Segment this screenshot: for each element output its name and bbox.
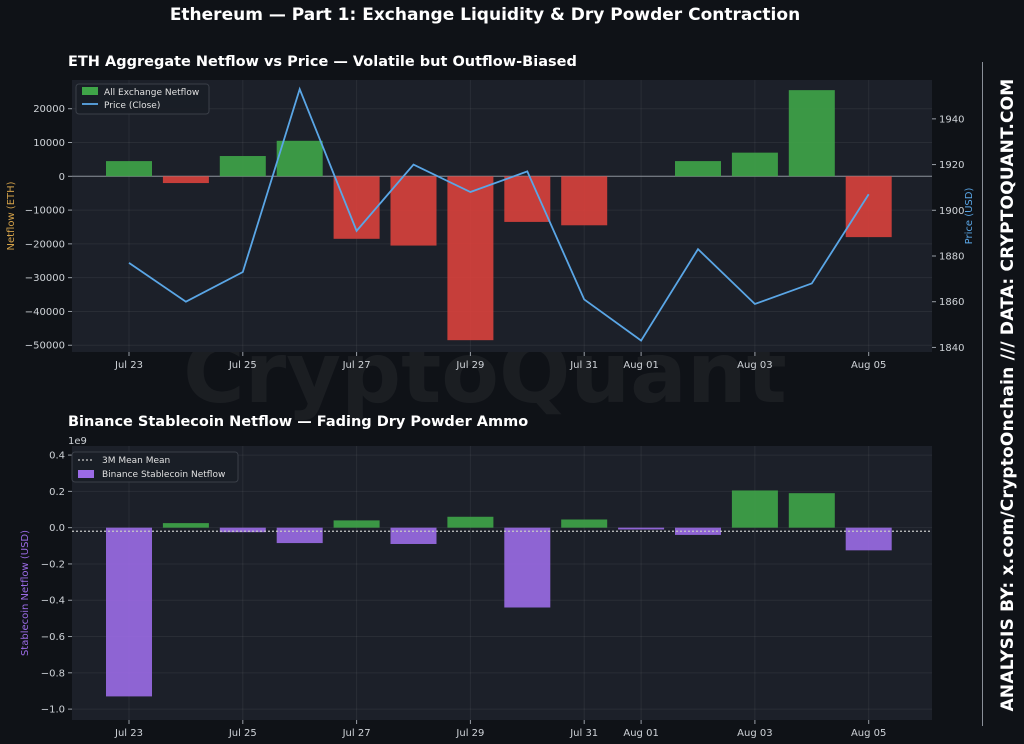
netflow-bar <box>675 161 721 177</box>
stablecoin-bar <box>845 527 892 551</box>
legend-label-price: Price (Close) <box>104 101 160 111</box>
panel-title-stablecoin: Binance Stablecoin Netflow — Fading Dry … <box>68 414 528 430</box>
stablecoin-bar <box>219 527 266 533</box>
stablecoin-bar <box>162 523 209 528</box>
x-tick-label: Aug 01 <box>623 360 658 371</box>
netflow-bar <box>731 152 778 177</box>
legend-label-mean: 3M Mean Mean <box>102 456 170 466</box>
x-tick-label: Jul 29 <box>455 360 484 371</box>
legend-box <box>71 451 239 483</box>
legend-label-netflow: All Exchange Netflow <box>104 88 199 98</box>
y-tick-label: −30000 <box>25 273 65 284</box>
x-tick-label: Jul 31 <box>569 360 598 371</box>
y-tick-label: −10000 <box>25 206 65 217</box>
x-tick-label: Aug 05 <box>851 360 886 371</box>
stablecoin-bar <box>447 516 494 528</box>
y-tick-label: −50000 <box>25 341 65 352</box>
stablecoin-bar <box>276 527 323 544</box>
netflow-bar <box>845 176 892 238</box>
sidebar-attribution: ANALYSIS BY: x.com/CryptoOnchain /// DAT… <box>998 78 1018 712</box>
y-tick-label: −0.6 <box>41 632 65 643</box>
y-right-tick-label: 1880 <box>939 252 964 263</box>
x-tick-label: Jul 27 <box>342 360 371 371</box>
stablecoin-bar <box>788 493 835 528</box>
legend-swatch-netflow <box>82 87 98 95</box>
x-tick-label: Aug 03 <box>737 360 772 371</box>
netflow-bar <box>390 176 437 246</box>
stablecoin-bar <box>731 490 778 528</box>
y-right-tick-label: 1940 <box>939 114 964 125</box>
y-right-tick-label: 1900 <box>939 206 964 217</box>
x-tick-label: Jul 29 <box>455 728 484 739</box>
y-tick-label: 0.4 <box>49 451 65 462</box>
y-tick-label: 0.2 <box>49 487 65 498</box>
y-tick-label: 0 <box>59 172 65 183</box>
legend-label-stablecoin: Binance Stablecoin Netflow <box>102 470 225 480</box>
y-tick-label: 20000 <box>33 104 65 115</box>
netflow-bar <box>162 176 209 184</box>
stablecoin-bar <box>333 520 380 528</box>
sidebar-divider <box>982 62 983 726</box>
netflow-bar <box>106 161 152 177</box>
stablecoin-bar <box>561 519 608 528</box>
y-tick-label: −1.0 <box>41 705 65 716</box>
y-axis-label-stablecoin: Stablecoin Netflow (USD) <box>20 530 31 656</box>
price-line <box>128 86 870 342</box>
legend-box <box>75 83 210 115</box>
y-right-tick-label: 1920 <box>939 160 964 171</box>
x-tick-label: Jul 23 <box>114 360 143 371</box>
stablecoin-bar <box>618 527 665 530</box>
netflow-bar <box>219 156 266 177</box>
y-tick-label: −20000 <box>25 239 65 250</box>
y-right-tick-label: 1840 <box>939 343 964 354</box>
netflow-bar <box>447 176 494 341</box>
panel-title-netflow: ETH Aggregate Netflow vs Price — Volatil… <box>68 54 577 70</box>
x-tick-label: Jul 31 <box>569 728 598 739</box>
x-tick-label: Jul 27 <box>342 728 371 739</box>
x-tick-label: Jul 23 <box>114 728 143 739</box>
netflow-bar <box>333 176 380 239</box>
y-tick-label: 0.0 <box>49 523 65 534</box>
y-tick-label: −40000 <box>25 307 65 318</box>
y-axis-label-price: Price (USD) <box>964 188 975 245</box>
netflow-bar <box>504 176 551 222</box>
stablecoin-bar <box>504 527 551 608</box>
y-tick-label: −0.4 <box>41 596 65 607</box>
y-tick-label: −0.8 <box>41 668 65 679</box>
y-right-tick-label: 1860 <box>939 297 964 308</box>
legend-stablecoin: 3M Mean Mean Binance Stablecoin Netflow <box>71 451 239 483</box>
figure-title: Ethereum — Part 1: Exchange Liquidity & … <box>170 5 800 25</box>
plot-area-stablecoin <box>72 446 932 720</box>
x-tick-label: Aug 05 <box>851 728 886 739</box>
netflow-bar <box>276 140 323 177</box>
y-axis-label-netflow: Netflow (ETH) <box>6 181 17 250</box>
stablecoin-bar <box>390 527 437 544</box>
legend-netflow: All Exchange Netflow Price (Close) <box>75 83 210 115</box>
netflow-bar <box>788 90 835 177</box>
legend-swatch-stablecoin <box>78 470 94 478</box>
y-tick-label: −0.2 <box>41 559 65 570</box>
x-tick-label: Aug 03 <box>737 728 772 739</box>
y-offset-label: 1e9 <box>68 436 87 447</box>
stablecoin-bar <box>106 527 152 697</box>
x-tick-label: Jul 25 <box>228 360 257 371</box>
y-tick-label: 10000 <box>33 138 65 149</box>
x-tick-label: Aug 01 <box>623 728 658 739</box>
netflow-bar <box>561 176 608 226</box>
x-tick-label: Jul 25 <box>228 728 257 739</box>
plot-area-netflow <box>72 80 932 352</box>
